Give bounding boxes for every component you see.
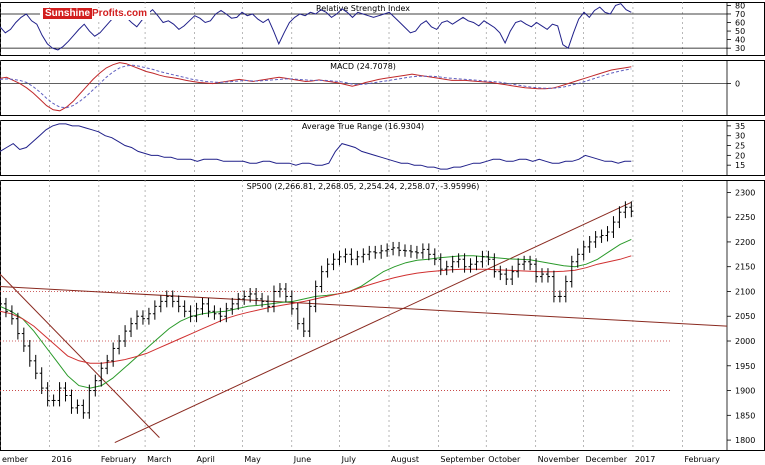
price-y-tick-label: 2300 xyxy=(735,188,755,197)
price-y-tick-label: 2050 xyxy=(735,312,755,321)
price-y-tick-label: 2150 xyxy=(735,263,755,272)
x-tick-label: ember xyxy=(2,455,29,464)
atr-y-tick-label: 20 xyxy=(735,151,745,160)
rsi-series-line-0 xyxy=(0,3,632,51)
x-tick-label: March xyxy=(147,455,171,464)
atr-series-line-0 xyxy=(0,123,632,170)
price-title: SP500 (2,266.81, 2,268.05, 2,254.24, 2,2… xyxy=(247,182,480,191)
price-y-tick-label: 2250 xyxy=(735,213,755,222)
rsi-y-tick-label: 70 xyxy=(735,10,745,19)
trendline xyxy=(114,201,632,444)
moving-average-line-0 xyxy=(0,238,632,389)
atr-y-tick-label: 30 xyxy=(735,132,745,141)
price-y-tick-label: 1900 xyxy=(735,387,755,396)
atr-y-tick-label: 35 xyxy=(735,122,745,131)
x-tick-label: July xyxy=(341,455,357,464)
trendline xyxy=(0,286,728,327)
price-y-tick-label: 1850 xyxy=(735,411,755,420)
atr-y-tick-label: 25 xyxy=(735,142,745,151)
x-tick-label: September xyxy=(440,455,485,464)
watermark-suffix: Profits.com xyxy=(92,8,148,19)
watermark: Sunshine Profits.com xyxy=(40,8,151,20)
x-tick-label: May xyxy=(244,455,261,464)
x-tick-label: August xyxy=(391,455,419,464)
watermark-brand: Sunshine xyxy=(43,8,93,19)
x-tick-label: 2017 xyxy=(635,455,655,464)
price-y-tick-label: 2200 xyxy=(735,238,755,247)
atr-title: Average True Range (16.9304) xyxy=(302,122,424,131)
trendline xyxy=(0,273,160,438)
macd-series-line-1 xyxy=(0,64,632,109)
macd-title: MACD (24.7078) xyxy=(330,62,396,71)
x-tick-label: June xyxy=(293,455,312,464)
price-y-tick-label: 1800 xyxy=(735,436,755,445)
macd-y-tick-label: 0 xyxy=(735,80,740,89)
rsi-y-tick-label: 30 xyxy=(735,44,745,53)
x-tick-label: October xyxy=(488,455,521,464)
atr-y-tick-label: 15 xyxy=(735,161,745,170)
x-tick-label: February xyxy=(101,455,137,464)
x-tick-label: April xyxy=(197,455,215,464)
x-tick-label: February xyxy=(684,455,720,464)
price-y-tick-label: 1950 xyxy=(735,362,755,371)
rsi-title: Relative Strength Index xyxy=(316,4,410,13)
rsi-y-tick-label: 80 xyxy=(735,1,745,10)
x-tick-label: December xyxy=(586,455,628,464)
macd-series-line-0 xyxy=(0,62,632,112)
x-tick-label: 2016 xyxy=(51,455,71,464)
price-y-tick-label: 2100 xyxy=(735,287,755,296)
price-panel-frame xyxy=(0,180,765,451)
rsi-y-tick-label: 40 xyxy=(735,36,745,45)
price-y-tick-label: 2000 xyxy=(735,337,755,346)
rsi-y-tick-label: 60 xyxy=(735,19,745,28)
x-tick-label: November xyxy=(538,455,580,464)
rsi-y-tick-label: 50 xyxy=(735,27,745,36)
